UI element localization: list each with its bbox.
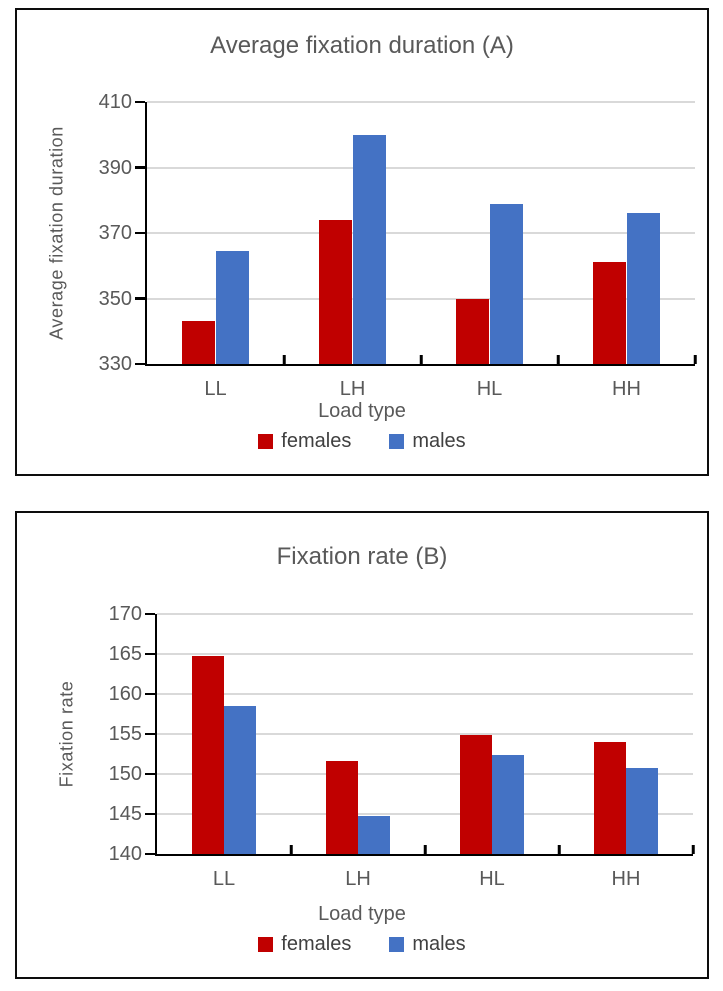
legend-label-males: males [412,933,466,955]
bar-females-LL [191,655,224,854]
legend-label-females: females [281,430,352,452]
gridline-170 [157,613,693,615]
y-tick-label-140: 140 [108,843,142,865]
x-category-label-HL: HL [479,868,505,890]
gridline-350 [147,297,695,300]
bar-males-HH [626,213,660,364]
y-tick-label-150: 150 [108,763,142,786]
x-axis-title: Load type [318,400,406,422]
x-category-label-HL: HL [476,378,503,400]
chart-panel-a: Average fixation duration (A) Average fi… [15,8,709,476]
legend: females males [17,430,707,453]
chart-panel-b: Fixation rate (B) Fixation rate 140 145 15… [15,511,709,979]
bar-males-LH [358,816,391,854]
gridline-410 [147,101,695,103]
gridline-155 [157,733,693,735]
legend: females males [17,933,707,956]
y-tick-label-350: 350 [98,287,132,310]
gridline-165 [157,653,693,655]
y-tick-label-145: 145 [108,803,142,826]
y-tick-label-330: 330 [98,353,132,375]
bar-females-HH [593,262,627,364]
y-tick-mark-390 [135,166,145,169]
y-tick-label-370: 370 [98,222,132,244]
bar-males-HL [492,754,525,854]
y-tick-mark-170 [145,612,155,615]
plot-area: 140 145 150 155 160 165 170 LL LH HL HH [109,604,695,889]
legend-item-females: females [258,430,351,453]
legend-label-females: females [281,933,352,955]
legend-item-males: males [389,933,466,956]
y-axis-title: Average fixation duration [46,126,67,340]
legend-label-males: males [412,430,466,452]
y-tick-mark-370 [135,231,145,234]
y-tick-mark-150 [145,772,155,776]
x-axis-title: Load type [318,903,406,925]
bar-males-LL [224,706,257,854]
y-tick-mark-160 [145,692,155,696]
females-swatch [258,434,274,449]
legend-item-females: females [258,933,351,956]
x-tick-mark-4 [691,845,695,854]
bar-females-LL [182,321,216,364]
females-swatch [258,937,274,952]
y-tick-mark-165 [145,652,155,655]
bar-females-HL [459,734,492,854]
bar-males-LH [352,134,386,364]
bar-males-HH [626,768,659,854]
bar-males-LL [215,251,249,364]
bar-females-HH [593,742,626,854]
y-tick-mark-155 [145,732,155,735]
males-swatch [389,434,405,449]
y-tick-label-390: 390 [98,156,132,179]
y-tick-label-165: 165 [108,643,142,665]
y-tick-mark-330 [135,362,145,365]
y-tick-mark-145 [145,812,155,816]
x-tick-mark-1 [289,845,293,854]
gridline-390 [147,166,695,169]
x-category-label-HH: HH [612,378,641,400]
x-category-label-LL: LL [204,378,227,400]
x-tick-mark-2 [423,845,427,854]
bar-females-LH [319,219,353,364]
y-axis-title: Fixation rate [56,680,77,788]
bar-females-LH [325,761,358,854]
x-category-label-LL: LL [212,868,236,890]
y-tick-label-410: 410 [98,91,132,113]
gridline-160 [157,693,693,696]
x-tick-mark-3 [556,355,560,364]
y-tick-label-155: 155 [108,723,142,745]
males-swatch [389,937,405,952]
x-category-label-HH: HH [611,868,641,890]
x-tick-mark-4 [693,355,697,364]
y-tick-mark-410 [135,100,145,103]
bar-males-HL [489,203,523,364]
y-tick-label-160: 160 [108,683,142,706]
x-category-label-LH: LH [339,378,366,400]
x-category-label-LH: LH [345,868,371,890]
plot-area: 330 350 370 390 410 LL LH HL HH [99,92,697,399]
x-tick-mark-2 [419,355,423,364]
x-tick-mark-3 [557,845,561,854]
gridline-150 [157,773,693,776]
chart-title: Fixation rate (B) [276,543,448,570]
y-tick-label-170: 170 [108,603,142,625]
gridline-370 [147,232,695,234]
gridline-145 [157,813,693,816]
y-tick-mark-140 [145,852,155,855]
chart-title: Average fixation duration (A) [210,32,514,59]
legend-item-males: males [389,430,466,453]
bar-females-HL [456,298,490,364]
y-tick-mark-350 [135,297,145,300]
x-tick-mark-1 [282,355,286,364]
